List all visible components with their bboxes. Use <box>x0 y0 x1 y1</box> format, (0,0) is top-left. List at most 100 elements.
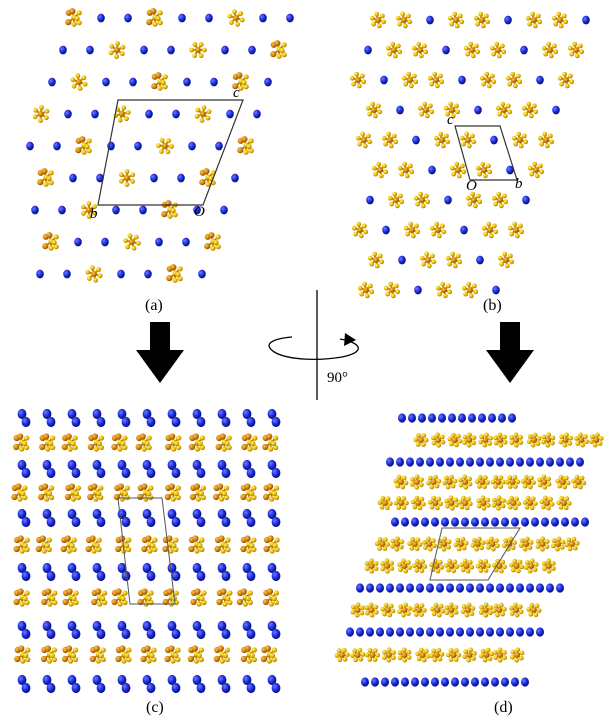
anion-molecule <box>541 432 555 447</box>
anion-molecule <box>436 282 452 299</box>
anion-molecule <box>464 42 480 59</box>
anion-molecule <box>446 252 462 269</box>
anion-molecule <box>166 264 183 283</box>
cation-atom <box>398 256 406 265</box>
cation-atom <box>436 457 444 466</box>
cation-atom <box>466 627 474 636</box>
anion-molecule <box>42 232 59 251</box>
anion-molecule <box>460 132 476 149</box>
panel-a-unit-cell <box>98 100 243 205</box>
anion-molecule <box>498 252 514 269</box>
cation-atom <box>516 627 524 636</box>
cation-atom <box>476 627 484 636</box>
anion-molecule <box>412 603 427 617</box>
cation-atom <box>401 677 409 686</box>
cation-atom <box>197 683 206 693</box>
arrow-a-to-c <box>136 322 184 383</box>
anion-molecule <box>37 168 54 187</box>
cation-atom <box>476 457 484 466</box>
cation-atom <box>426 16 434 25</box>
anion-molecule <box>434 132 450 149</box>
cation-atom <box>501 517 509 526</box>
anion-molecule <box>65 483 81 501</box>
cation-atom <box>438 413 446 422</box>
cation-atom <box>122 629 131 639</box>
cation-atom <box>436 583 444 592</box>
anion-molecule <box>214 535 230 553</box>
cation-atom <box>172 517 181 527</box>
cation-atom <box>97 683 106 693</box>
cation-atom <box>22 517 31 527</box>
anion-molecule <box>396 12 412 29</box>
anion-molecule <box>526 603 541 617</box>
anion-molecule <box>397 559 412 574</box>
anion-molecule <box>526 12 542 29</box>
cation-atom <box>129 78 137 87</box>
anion-molecule <box>161 200 178 219</box>
cation-atom <box>418 413 426 422</box>
cation-atom <box>147 629 156 639</box>
anion-molecule <box>397 603 412 618</box>
anion-molecule <box>447 433 462 448</box>
cation-atom <box>272 417 281 427</box>
cation-atom <box>22 417 31 427</box>
anion-molecule <box>568 42 584 59</box>
cation-atom <box>366 627 374 636</box>
anion-molecule <box>188 645 204 663</box>
cation-atom <box>386 583 394 592</box>
anion-molecule <box>508 222 524 239</box>
cation-atom <box>86 46 94 55</box>
anion-molecule <box>430 222 446 239</box>
anion-molecule <box>114 483 130 501</box>
cation-atom <box>376 627 384 636</box>
anion-molecule <box>402 72 418 89</box>
cation-atom <box>222 629 231 639</box>
anion-molecule <box>65 8 82 27</box>
anion-molecule <box>558 72 574 89</box>
anion-molecule <box>493 647 507 662</box>
anion-molecule <box>366 102 382 119</box>
anion-molecule <box>444 495 458 510</box>
cation-atom <box>197 468 206 478</box>
cation-atom <box>536 457 544 466</box>
cation-atom <box>356 627 364 636</box>
anion-molecule <box>522 102 538 119</box>
anion-molecule <box>428 72 444 89</box>
anion-molecule <box>407 537 422 551</box>
cation-atom <box>460 226 468 235</box>
cation-atom <box>451 517 459 526</box>
anion-molecule <box>263 483 279 501</box>
cation-atom <box>231 174 239 183</box>
anion-molecule <box>380 603 395 618</box>
anion-molecule <box>237 136 254 155</box>
cation-atom <box>197 417 206 427</box>
cation-atom <box>272 468 281 478</box>
cation-atom <box>53 142 61 151</box>
cation-atom <box>478 413 486 422</box>
cation-atom <box>97 417 106 427</box>
anion-molecule <box>459 559 474 574</box>
cation-atom <box>47 468 56 478</box>
anion-molecule <box>162 535 178 553</box>
anion-molecule <box>227 9 244 26</box>
cation-atom <box>172 629 181 639</box>
cation-atom <box>516 457 524 466</box>
panel-a-structure <box>26 8 294 283</box>
anion-molecule <box>164 645 180 663</box>
anion-molecule <box>519 537 534 552</box>
cation-atom <box>520 46 528 55</box>
cation-atom <box>147 468 156 478</box>
anion-molecule <box>390 536 404 551</box>
cation-atom <box>421 677 429 686</box>
anion-molecule <box>540 496 555 511</box>
anion-molecule <box>422 537 437 552</box>
anion-molecule <box>214 645 230 663</box>
anion-molecule <box>431 432 445 447</box>
anion-molecule <box>442 475 457 490</box>
cation-atom <box>396 627 404 636</box>
anion-molecule <box>479 602 493 617</box>
cation-atom <box>481 677 489 686</box>
cation-atom <box>490 136 498 145</box>
anion-molecule <box>195 105 212 123</box>
cation-atom <box>436 627 444 636</box>
